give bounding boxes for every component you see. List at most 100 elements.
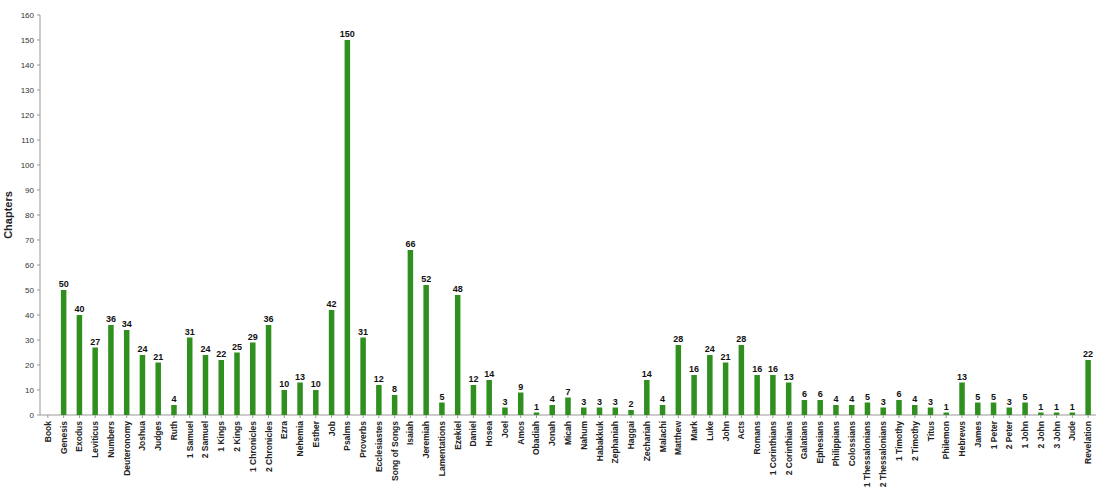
bar: [802, 400, 808, 415]
data-label: 2: [629, 399, 634, 409]
x-tick: [552, 415, 553, 418]
x-tick-label: 3 John: [1052, 421, 1062, 448]
x-tick-label: Titus: [926, 421, 936, 441]
x-tick-label: Psalms: [342, 421, 352, 451]
chart: 0102030405060708090100110120130140150160…: [0, 0, 1100, 500]
x-tick-label: Ruth: [169, 421, 179, 440]
x-tick: [804, 415, 805, 418]
x-tick-label: 1 Timothy: [894, 421, 904, 461]
bar: [124, 330, 130, 415]
data-label: 4: [849, 394, 854, 404]
x-tick: [867, 415, 868, 418]
data-label: 16: [752, 364, 762, 374]
data-label: 24: [137, 344, 147, 354]
data-label: 40: [74, 304, 84, 314]
bar: [108, 325, 114, 415]
bar: [92, 348, 98, 416]
data-label: 3: [928, 397, 933, 407]
x-tick: [441, 415, 442, 418]
x-tick-label: Proverbs: [358, 421, 368, 458]
x-tick-label: 1 Peter: [989, 420, 999, 449]
x-tick-label: Daniel: [468, 421, 478, 447]
x-tick-label: Revelation: [1083, 421, 1093, 464]
data-label: 5: [865, 392, 870, 402]
bar: [297, 383, 303, 416]
x-tick-label: Philemon: [941, 421, 951, 459]
x-tick: [457, 415, 458, 418]
data-label: 1: [534, 402, 539, 412]
x-tick-label: Isaiah: [405, 421, 415, 445]
x-tick-label: 1 Samuel: [185, 421, 195, 458]
x-tick-label: Romans: [752, 421, 762, 455]
x-tick-label: Leviticus: [90, 421, 100, 458]
x-tick-label: Amos: [516, 421, 526, 445]
y-tick-label: 40: [25, 311, 34, 320]
data-label: 31: [358, 327, 368, 337]
x-tick-label: John: [721, 421, 731, 441]
x-tick-label: Colossians: [847, 421, 857, 467]
data-label: 12: [374, 374, 384, 384]
x-tick-label: Ecclesiastes: [374, 421, 384, 472]
x-tick-label: Jude: [1067, 421, 1077, 441]
x-tick-label: Numbers: [106, 421, 116, 458]
y-tick-label: 30: [25, 336, 34, 345]
x-tick: [851, 415, 852, 418]
bar: [502, 408, 508, 416]
bar: [991, 403, 997, 416]
bar: [975, 403, 981, 416]
data-label: 12: [468, 374, 478, 384]
data-label: 4: [550, 394, 555, 404]
x-tick-label: Zephaniah: [610, 421, 620, 464]
bar: [329, 310, 335, 415]
data-label: 13: [295, 372, 305, 382]
x-tick-label: Luke: [705, 421, 715, 441]
data-label: 22: [216, 349, 226, 359]
bar: [770, 375, 776, 415]
data-label: 1: [1054, 402, 1059, 412]
x-tick-label: Nahum: [579, 421, 589, 450]
data-label: 28: [736, 334, 746, 344]
data-label: 150: [340, 29, 355, 39]
x-tick: [347, 415, 348, 418]
x-tick-label: Genesis: [59, 421, 69, 454]
bar: [1022, 403, 1028, 416]
data-label: 5: [991, 392, 996, 402]
x-tick-label: Judges: [153, 421, 163, 451]
y-tick-label: 140: [21, 61, 35, 70]
bar: [376, 385, 382, 415]
x-tick: [473, 415, 474, 418]
bar: [912, 405, 918, 415]
y-tick-label: 160: [21, 11, 35, 20]
data-label: 14: [484, 369, 494, 379]
x-tick: [568, 415, 569, 418]
x-tick-label: 2 Samuel: [200, 421, 210, 458]
data-label: 36: [264, 314, 274, 324]
data-label: 24: [705, 344, 715, 354]
x-tick: [315, 415, 316, 418]
y-tick-label: 20: [25, 361, 34, 370]
x-tick-label: Job: [327, 421, 337, 436]
x-tick: [631, 415, 632, 418]
x-tick-label: 2 Chronicles: [264, 421, 274, 472]
bar: [786, 383, 792, 416]
x-tick: [694, 415, 695, 418]
bar: [1038, 413, 1044, 416]
x-tick: [615, 415, 616, 418]
data-label: 6: [802, 389, 807, 399]
bar: [880, 408, 886, 416]
x-tick: [536, 415, 537, 418]
x-tick-label: Malachi: [658, 421, 668, 452]
x-tick-label: Book: [43, 421, 53, 443]
x-tick: [1088, 415, 1089, 418]
x-tick: [977, 415, 978, 418]
bar: [549, 405, 555, 415]
data-label: 21: [721, 352, 731, 362]
bar: [565, 398, 571, 416]
x-tick-label: Haggai: [626, 421, 636, 449]
x-tick-label: 1 Thessalonians: [862, 421, 872, 487]
x-tick: [95, 415, 96, 418]
y-tick-label: 60: [25, 261, 34, 270]
bars: [61, 40, 1091, 415]
data-label: 16: [689, 364, 699, 374]
y-tick-label: 10: [25, 386, 34, 395]
